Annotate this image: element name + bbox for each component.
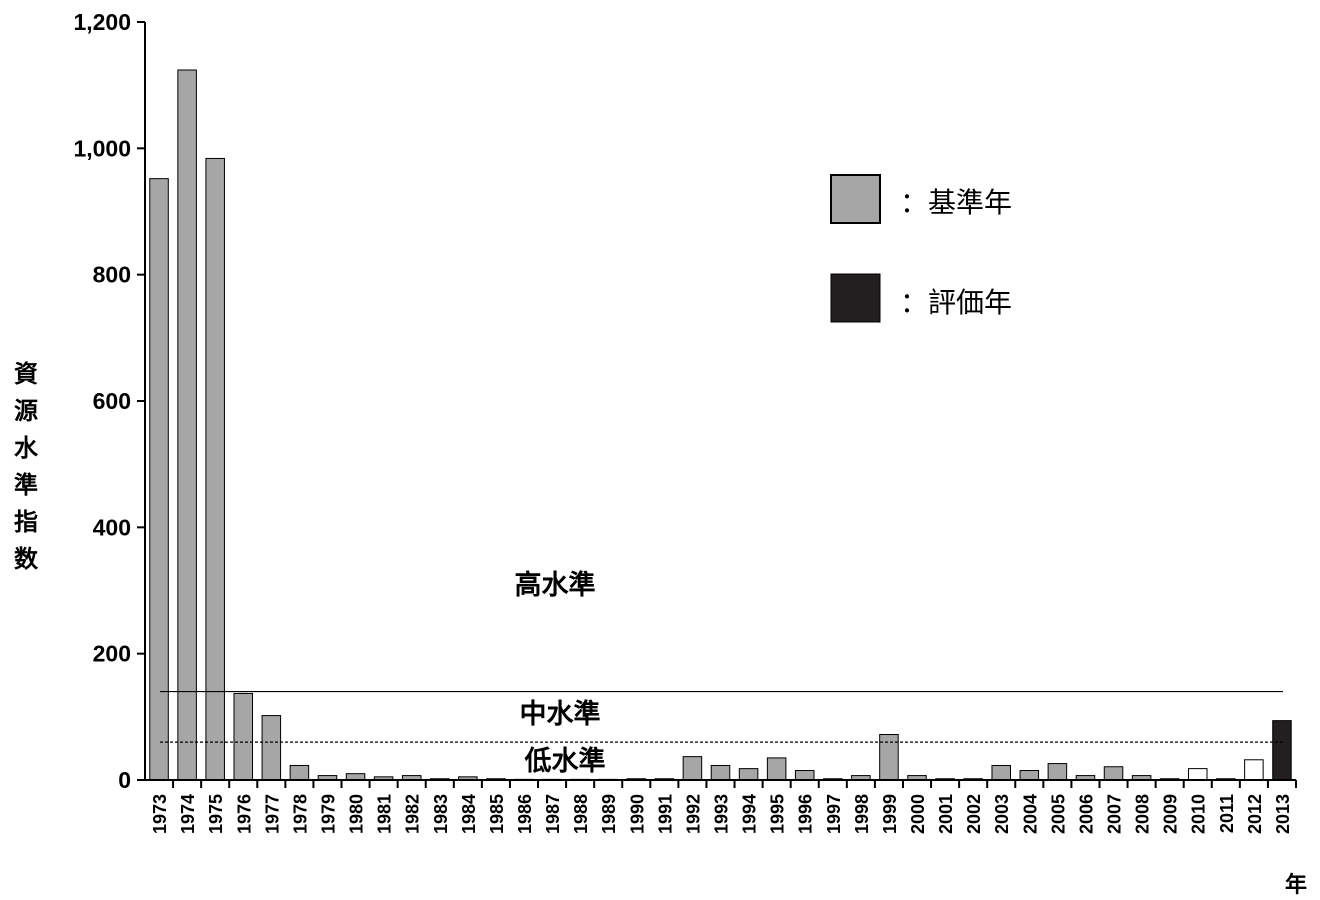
x-tick-label: 2002 (964, 794, 984, 834)
y-axis-title: 資源水準指数 (14, 360, 39, 573)
bar-2012 (1244, 759, 1264, 781)
x-tick-label: 1990 (627, 794, 647, 834)
x-tick-label: 1998 (852, 794, 872, 834)
x-tick-label: 1974 (178, 794, 198, 834)
y-tick-label: 1,000 (73, 135, 131, 161)
x-tick-label: 2000 (908, 794, 928, 834)
bar-1993 (710, 764, 731, 781)
level-label-low: 低水準 (524, 745, 606, 777)
x-tick-label: 1975 (206, 794, 226, 834)
y-tick-label: 1,200 (73, 9, 131, 35)
x-ticks: 1973 1974 1975 1976 1977 1978 1979 1980 1981 1982… (150, 780, 1297, 834)
x-tick-label: 2013 (1273, 794, 1293, 834)
bar-1995 (766, 757, 787, 781)
x-tick-label: 2011 (1217, 794, 1237, 833)
bars (149, 69, 1292, 781)
bar-1977 (261, 715, 282, 781)
x-tick-label: 1978 (290, 794, 310, 834)
x-tick-label: 1996 (796, 794, 816, 834)
y-tick-label: 400 (93, 514, 131, 540)
bar-2013 (1272, 720, 1292, 781)
level-label-mid: 中水準 (520, 698, 601, 730)
legend: ：基準年 ：評価年 (830, 174, 1012, 323)
legend-swatch-base (830, 174, 881, 224)
svg-text:資源水準指数: 資源水準指数 (14, 360, 39, 573)
x-tick-label: 1986 (515, 794, 535, 834)
x-tick-label: 1973 (150, 794, 170, 834)
level-label-high: 高水準 (515, 569, 596, 601)
bar-2003 (991, 764, 1011, 781)
bar-1999 (879, 734, 899, 781)
y-tick-label: 200 (93, 641, 131, 667)
x-tick-label: 2005 (1048, 794, 1068, 834)
bar-1976 (233, 692, 254, 781)
x-tick-label: 1983 (431, 794, 451, 834)
bar-2007 (1103, 766, 1124, 781)
bar-1978 (289, 764, 310, 781)
x-tick-label: 1999 (880, 794, 900, 834)
x-tick-label: 1982 (403, 794, 423, 834)
axes (144, 22, 1296, 781)
x-tick-label: 2007 (1105, 794, 1125, 834)
x-tick-label: 1993 (712, 794, 732, 834)
y-tick-label: 800 (93, 262, 131, 288)
legend-label-eval: ：評価年 (900, 286, 1012, 319)
legend-label-base: ：基準年 (900, 186, 1012, 219)
y-tick-label: 600 (93, 388, 131, 414)
x-tick-label: 1984 (459, 794, 479, 834)
x-tick-label: 2010 (1189, 794, 1209, 834)
bar-1973 (149, 178, 169, 781)
x-tick-label: 2004 (1020, 794, 1040, 834)
x-tick-label: 1987 (543, 794, 563, 834)
x-tick-label: 1981 (375, 794, 395, 834)
bar-1992 (682, 756, 703, 781)
x-axis-title: 年 (1285, 872, 1307, 898)
x-tick-label: 1997 (824, 794, 844, 834)
bar-2010 (1187, 768, 1208, 781)
bar-2004 (1019, 770, 1040, 781)
x-tick-label: 1991 (655, 794, 675, 834)
x-tick-label: 2001 (936, 794, 956, 834)
x-tick-label: 2012 (1245, 794, 1265, 834)
y-ticks: 0 200 400 600 800 1,000 1,200 (73, 9, 145, 793)
x-tick-label: 1989 (599, 794, 619, 834)
threshold-lines (160, 690, 1283, 743)
x-tick-label: 2006 (1076, 794, 1096, 834)
bar-1974 (177, 69, 197, 781)
x-tick-label: 1988 (571, 794, 591, 834)
x-tick-label: 1994 (740, 794, 760, 834)
bar-1994 (738, 768, 759, 781)
x-tick-label: 1977 (262, 794, 282, 834)
x-tick-label: 1985 (487, 794, 507, 834)
x-tick-label: 1992 (683, 794, 703, 834)
y-tick-label: 0 (118, 767, 131, 793)
legend-swatch-eval (830, 273, 881, 323)
x-tick-label: 1976 (234, 794, 254, 834)
bar-2005 (1047, 763, 1068, 781)
x-tick-label: 2009 (1161, 794, 1181, 834)
x-tick-label: 2008 (1133, 794, 1153, 834)
bar-1996 (794, 770, 815, 781)
x-tick-label: 2003 (992, 794, 1012, 834)
bar-1975 (205, 157, 225, 781)
x-tick-label: 1980 (347, 794, 367, 834)
x-tick-label: 1995 (768, 794, 788, 834)
x-tick-label: 1979 (318, 794, 338, 834)
